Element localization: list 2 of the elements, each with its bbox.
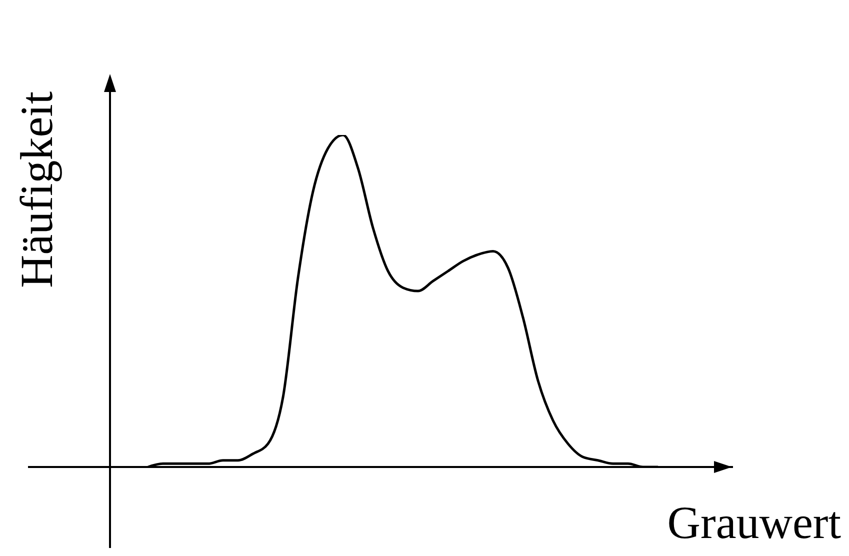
y-axis-title: Häufigkeit <box>11 91 62 288</box>
x-axis-title: Grauwert <box>667 496 841 549</box>
